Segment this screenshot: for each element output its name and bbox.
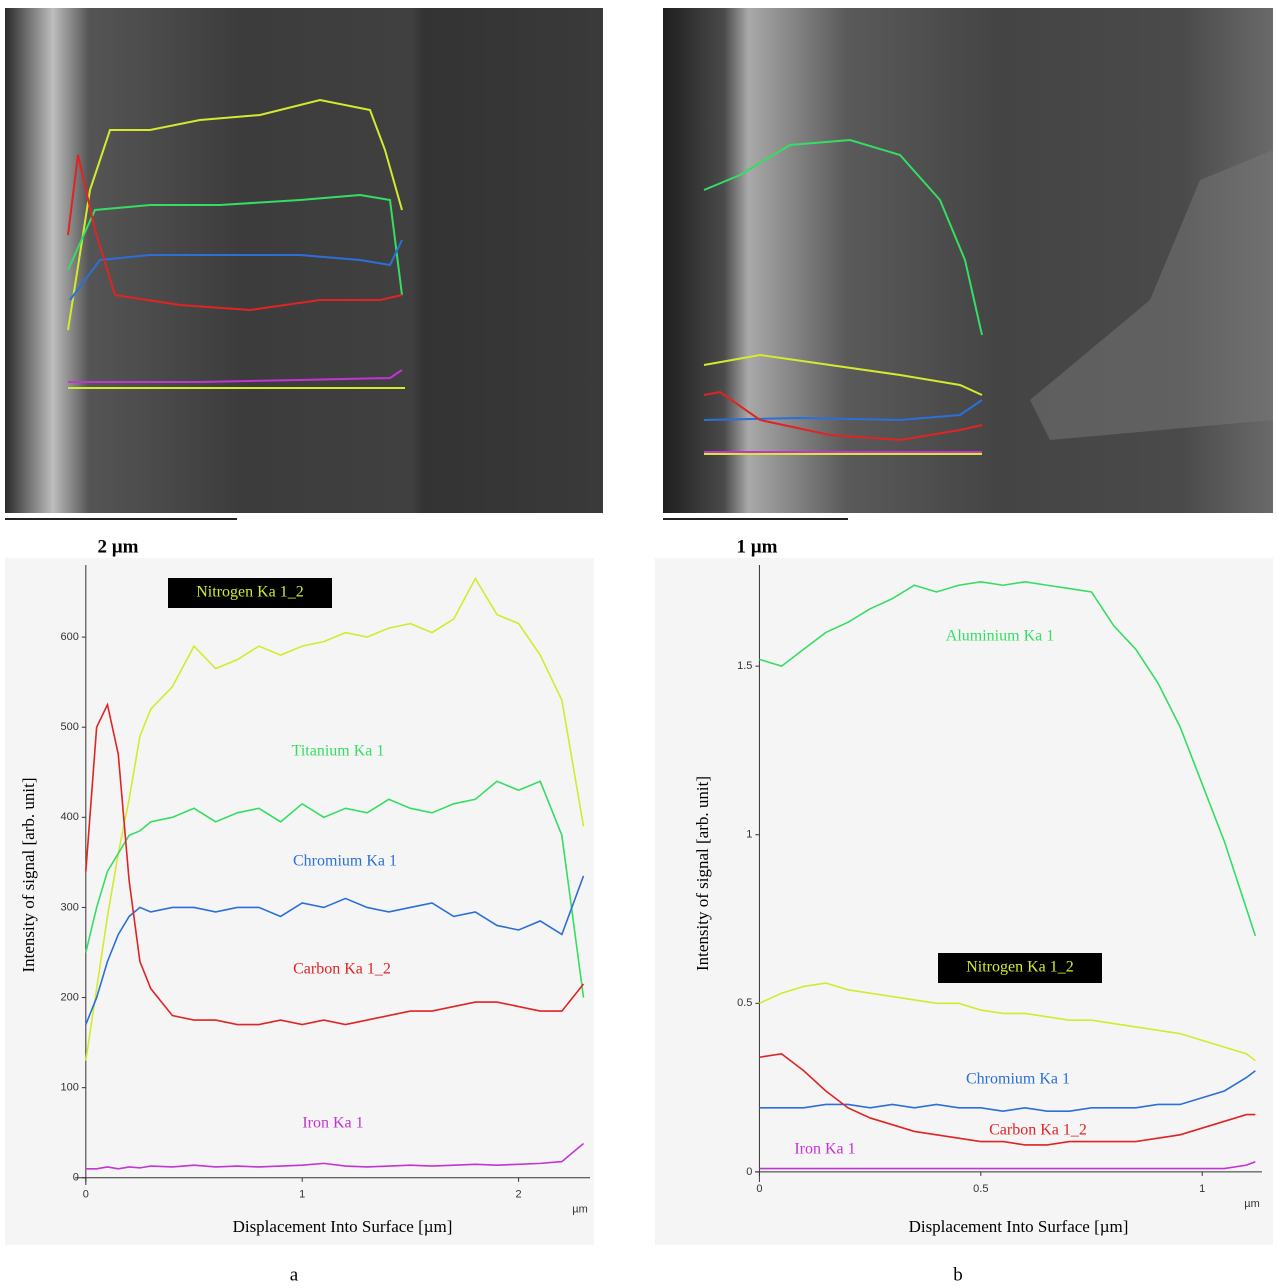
series-line (85, 702, 585, 1026)
series-line (759, 982, 1256, 1062)
series-line (759, 581, 1257, 937)
series-label: Iron Ka 1 (794, 1141, 855, 1158)
scale-bar-label: 1 µm (736, 536, 777, 557)
caption: a (290, 1264, 299, 1285)
y-tick-label: 1.5 (737, 660, 752, 672)
y-tick-label: 1 (746, 829, 752, 841)
series-label: Iron Ka 1 (302, 1115, 363, 1132)
series-label: Carbon Ka 1_2 (989, 1122, 1087, 1139)
y-tick-label: 0.5 (737, 997, 752, 1009)
x-tick-label: 1 (1199, 1183, 1205, 1195)
y-axis-label: Intensity of signal [arb. unit] (693, 776, 712, 971)
y-tick-label: 0 (73, 1172, 79, 1184)
plot-background (655, 558, 1273, 1245)
series-label: Chromium Ka 1 (293, 853, 397, 870)
series-label: Nitrogen Ka 1_2 (966, 959, 1074, 976)
x-tick-label: 0.5 (973, 1183, 988, 1195)
label-box (938, 953, 1102, 983)
sem-image-b (663, 8, 1273, 520)
sem-image-a (5, 8, 603, 520)
series-label: Aluminium Ka 1 (946, 628, 1054, 645)
series-line (85, 780, 585, 998)
series-line (85, 1142, 585, 1170)
x-tick-label: 0 (83, 1189, 89, 1201)
series-line (85, 576, 585, 1061)
series-line (759, 1161, 1256, 1170)
x-unit: µm (572, 1204, 588, 1216)
y-tick-label: 400 (60, 811, 78, 823)
x-tick-label: 1 (299, 1189, 305, 1201)
caption: b (953, 1264, 963, 1285)
scale-bar-label: 2 µm (97, 536, 138, 557)
x-tick-label: 0 (756, 1183, 762, 1195)
x-tick-label: 2 (516, 1189, 522, 1201)
series-label: Chromium Ka 1 (966, 1071, 1070, 1088)
y-tick-label: 0 (746, 1166, 752, 1178)
label-box (168, 578, 332, 608)
x-unit: µm (1244, 1198, 1260, 1210)
y-axis-label: Intensity of signal [arb. unit] (19, 778, 38, 973)
y-tick-label: 600 (60, 631, 78, 643)
line-chart: 0 0.5 1 1.5 0 0.5 1 µm Displacement Into Surface… (655, 558, 1273, 1245)
series-label: Titanium Ka 1 (292, 743, 385, 760)
x-axis-label: Displacement Into Surface [µm] (233, 1217, 453, 1236)
y-tick-label: 300 (60, 901, 78, 913)
y-tick-label: 100 (60, 1082, 78, 1094)
line-chart: 0 100 200 300 400 500 600 0 1 2 µm Displacement Int… (5, 558, 594, 1245)
y-tick-label: 200 (60, 991, 78, 1003)
series-label: Carbon Ka 1_2 (293, 961, 391, 978)
x-axis-label: Displacement Into Surface [µm] (909, 1217, 1129, 1236)
series-line (759, 1053, 1256, 1146)
y-tick-label: 500 (60, 721, 78, 733)
plot-background (5, 558, 594, 1245)
series-label: Nitrogen Ka 1_2 (196, 584, 304, 601)
